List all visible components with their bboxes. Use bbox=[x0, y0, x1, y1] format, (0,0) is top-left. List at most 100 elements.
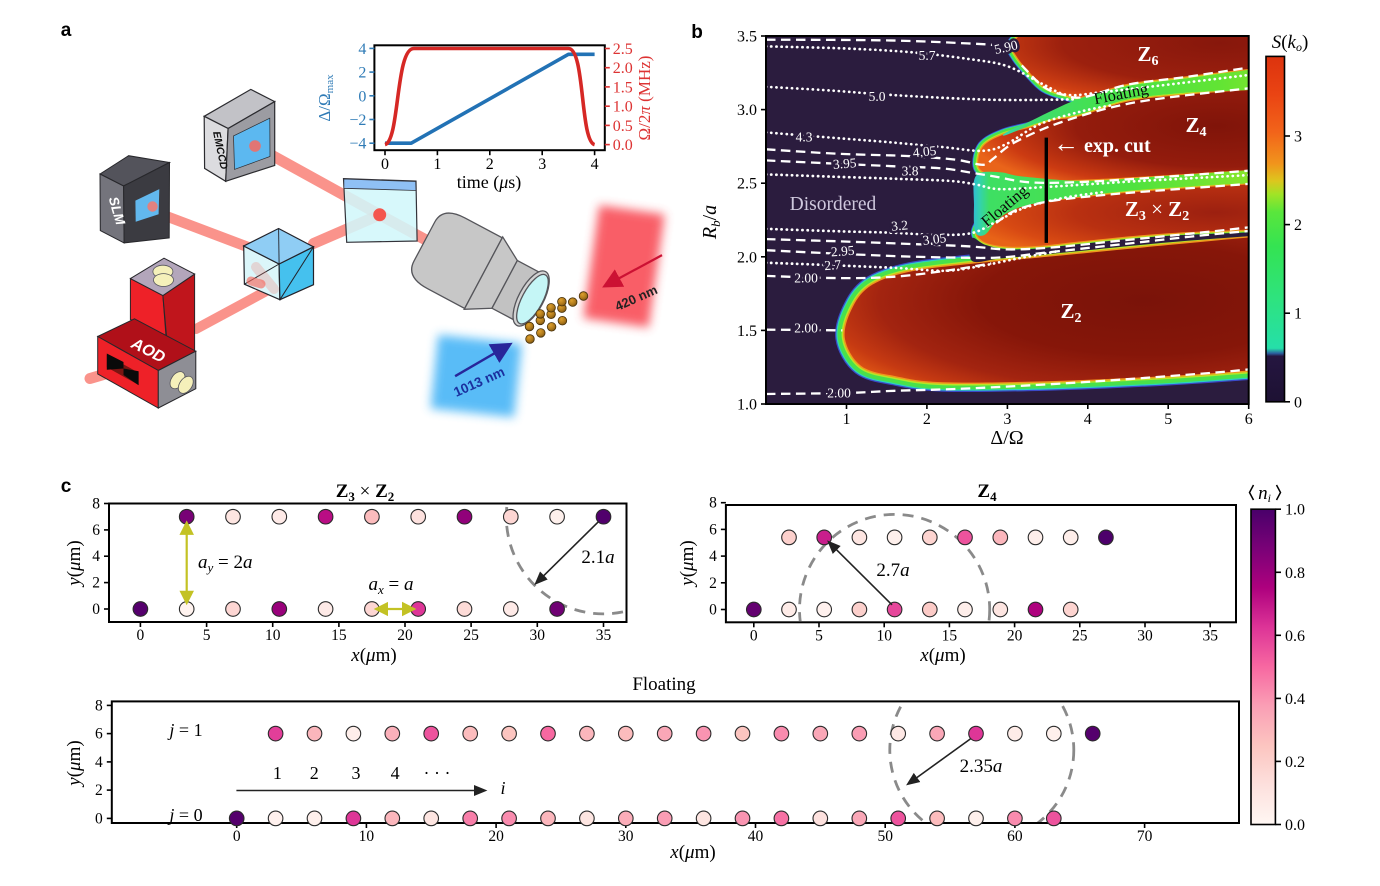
svg-text:0.0: 0.0 bbox=[613, 137, 633, 154]
svg-text:1.0: 1.0 bbox=[613, 99, 633, 116]
svg-text:6: 6 bbox=[95, 726, 103, 743]
svg-text:2.00: 2.00 bbox=[827, 386, 851, 401]
svg-text:2.0: 2.0 bbox=[613, 60, 633, 77]
svg-text:← exp. cut: ← exp. cut bbox=[1053, 129, 1151, 158]
svg-text:Z2: Z2 bbox=[1060, 299, 1081, 326]
svg-text:2.0: 2.0 bbox=[737, 249, 757, 266]
svg-text:ax = a: ax = a bbox=[369, 574, 414, 597]
svg-text:Z3 × Z2: Z3 × Z2 bbox=[336, 481, 395, 504]
svg-text:3.2: 3.2 bbox=[891, 217, 909, 233]
svg-text:time (μs): time (μs) bbox=[457, 172, 522, 193]
svg-text:5: 5 bbox=[815, 627, 823, 644]
svg-text:y(μm): y(μm) bbox=[677, 540, 698, 587]
svg-text:2.7a: 2.7a bbox=[876, 560, 909, 581]
svg-text:1: 1 bbox=[273, 763, 282, 783]
svg-text:2.35a: 2.35a bbox=[960, 756, 1003, 777]
svg-text:j = 1: j = 1 bbox=[167, 720, 202, 740]
svg-text:4: 4 bbox=[358, 41, 366, 58]
svg-text:4: 4 bbox=[709, 548, 717, 565]
svg-text:3.05: 3.05 bbox=[922, 230, 948, 248]
svg-text:8: 8 bbox=[709, 495, 717, 512]
svg-text:20: 20 bbox=[397, 627, 413, 644]
svg-text:3.0: 3.0 bbox=[737, 102, 757, 119]
svg-text:3: 3 bbox=[538, 156, 546, 173]
svg-text:3.5: 3.5 bbox=[737, 29, 757, 46]
svg-text:6: 6 bbox=[92, 522, 100, 539]
svg-text:20: 20 bbox=[488, 828, 504, 845]
svg-text:2: 2 bbox=[92, 575, 100, 592]
svg-text:1.0: 1.0 bbox=[737, 397, 757, 414]
svg-text:30: 30 bbox=[530, 627, 546, 644]
svg-text:2: 2 bbox=[310, 763, 319, 783]
svg-text:2: 2 bbox=[1294, 217, 1302, 234]
svg-text:−2: −2 bbox=[349, 112, 366, 129]
svg-text:25: 25 bbox=[1072, 627, 1088, 644]
svg-text:2: 2 bbox=[486, 156, 494, 173]
svg-text:ni: ni bbox=[1258, 483, 1271, 505]
svg-text:3.8: 3.8 bbox=[902, 164, 919, 179]
svg-text:2.00: 2.00 bbox=[794, 271, 818, 286]
svg-text:y(μm): y(μm) bbox=[64, 740, 85, 787]
svg-text:Ω/2π (MHz): Ω/2π (MHz) bbox=[635, 56, 654, 141]
svg-text:4.3: 4.3 bbox=[796, 130, 813, 145]
svg-text:2.5: 2.5 bbox=[613, 41, 633, 58]
svg-text:3: 3 bbox=[1003, 411, 1011, 428]
svg-text:a: a bbox=[61, 20, 72, 41]
svg-text:c: c bbox=[61, 476, 72, 497]
svg-text:x(μm): x(μm) bbox=[350, 645, 396, 666]
svg-text:j = 0: j = 0 bbox=[167, 805, 202, 825]
svg-text:0: 0 bbox=[381, 156, 389, 173]
svg-text:1: 1 bbox=[433, 156, 441, 173]
svg-text:2.00: 2.00 bbox=[794, 321, 818, 336]
svg-text:0.0: 0.0 bbox=[1285, 817, 1305, 834]
svg-text:0: 0 bbox=[233, 828, 241, 845]
svg-text:1: 1 bbox=[843, 411, 851, 428]
svg-text:15: 15 bbox=[331, 627, 347, 644]
svg-text:15: 15 bbox=[942, 627, 958, 644]
svg-text:40: 40 bbox=[748, 828, 764, 845]
svg-text:4: 4 bbox=[92, 548, 100, 565]
svg-text:30: 30 bbox=[1137, 627, 1153, 644]
svg-text:6: 6 bbox=[1245, 411, 1253, 428]
svg-text:4: 4 bbox=[591, 156, 599, 173]
svg-text:3: 3 bbox=[1294, 129, 1302, 146]
svg-text:S(ko): S(ko) bbox=[1272, 32, 1309, 54]
svg-text:y(μm): y(μm) bbox=[64, 540, 85, 587]
svg-text:0: 0 bbox=[137, 627, 145, 644]
svg-text:2: 2 bbox=[358, 65, 366, 82]
svg-text:Disordered: Disordered bbox=[790, 194, 877, 215]
svg-text:x(μm): x(μm) bbox=[669, 842, 715, 863]
svg-text:Z3 × Z2: Z3 × Z2 bbox=[1125, 197, 1189, 224]
svg-text:0: 0 bbox=[95, 810, 103, 827]
svg-text:2: 2 bbox=[923, 411, 931, 428]
svg-text:5.0: 5.0 bbox=[869, 89, 886, 104]
svg-text:5.7: 5.7 bbox=[919, 48, 936, 63]
svg-text:4.05: 4.05 bbox=[912, 143, 937, 160]
svg-text:x(μm): x(μm) bbox=[919, 645, 965, 666]
svg-text:20: 20 bbox=[1007, 627, 1023, 644]
svg-text:b: b bbox=[691, 22, 703, 43]
svg-text:ay = 2a: ay = 2a bbox=[198, 552, 253, 575]
svg-text:1: 1 bbox=[1294, 306, 1302, 323]
svg-text:2.5: 2.5 bbox=[737, 176, 757, 193]
svg-text:3.95: 3.95 bbox=[832, 155, 857, 172]
svg-text:10: 10 bbox=[876, 627, 892, 644]
svg-text:8: 8 bbox=[95, 697, 103, 714]
svg-text:10: 10 bbox=[359, 828, 375, 845]
svg-text:35: 35 bbox=[1202, 627, 1218, 644]
svg-text:50: 50 bbox=[877, 828, 893, 845]
svg-text:4: 4 bbox=[391, 763, 400, 783]
svg-text:0: 0 bbox=[750, 627, 758, 644]
svg-text:2.7: 2.7 bbox=[824, 257, 842, 273]
svg-text:i: i bbox=[500, 778, 505, 798]
svg-text:2.95: 2.95 bbox=[830, 243, 855, 260]
svg-text:Floating: Floating bbox=[632, 674, 696, 695]
svg-text:5: 5 bbox=[203, 627, 211, 644]
svg-text:Z4: Z4 bbox=[977, 481, 997, 504]
svg-text:1.5: 1.5 bbox=[737, 323, 757, 340]
svg-text:70: 70 bbox=[1137, 828, 1153, 845]
svg-text:0: 0 bbox=[1294, 394, 1302, 411]
svg-text:4: 4 bbox=[1084, 411, 1092, 428]
svg-text:0.8: 0.8 bbox=[1285, 565, 1305, 582]
svg-text:3: 3 bbox=[352, 763, 361, 783]
